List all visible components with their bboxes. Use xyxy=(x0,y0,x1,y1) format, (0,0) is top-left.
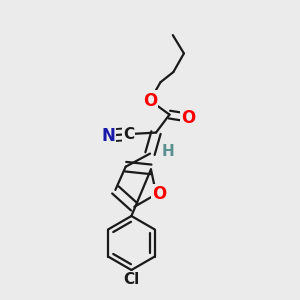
Text: Cl: Cl xyxy=(123,272,140,287)
Text: O: O xyxy=(143,92,157,110)
Text: H: H xyxy=(162,144,174,159)
Text: O: O xyxy=(181,109,196,127)
Text: O: O xyxy=(152,185,166,203)
Text: C: C xyxy=(123,127,134,142)
Text: N: N xyxy=(101,127,115,145)
